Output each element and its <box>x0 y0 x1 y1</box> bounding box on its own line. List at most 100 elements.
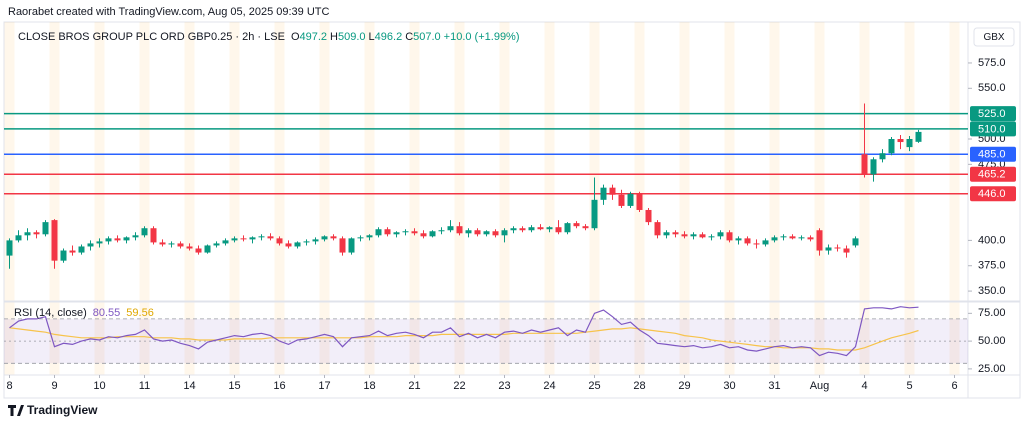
rsi-ma-value: 59.56 <box>126 307 154 319</box>
candle-body <box>258 236 265 238</box>
x-tick-label: 10 <box>93 380 105 392</box>
candle-body <box>501 230 508 236</box>
x-tick-label: 6 <box>951 380 957 392</box>
level-label: 465.2 <box>978 169 1006 181</box>
x-tick-label: 29 <box>678 380 690 392</box>
candle-body <box>843 248 850 253</box>
session-band <box>229 22 240 375</box>
footer-logo <box>8 405 24 416</box>
candle-body <box>186 246 193 249</box>
session-band <box>454 22 465 375</box>
candle-body <box>591 199 598 229</box>
ohlc-value: 497.2 <box>300 31 328 43</box>
candle-body <box>762 240 769 245</box>
session-band <box>814 22 825 375</box>
rsi-tick-label: 75.00 <box>978 307 1006 319</box>
session-band <box>364 22 375 375</box>
session-band <box>724 22 735 375</box>
candle-body <box>735 238 742 241</box>
y-tick-label: 350.0 <box>978 285 1006 297</box>
candle-body <box>627 193 634 206</box>
candle-body <box>393 232 400 235</box>
candle-body <box>546 227 553 230</box>
candle-body <box>69 250 76 253</box>
ohlc-value: +10.0 (+1.99%) <box>444 31 520 43</box>
x-tick-label: 25 <box>588 380 600 392</box>
session-band <box>49 22 60 375</box>
candle-body <box>159 242 166 245</box>
candle-body <box>888 138 895 154</box>
candle-body <box>231 238 238 241</box>
candle-body <box>528 227 535 231</box>
x-tick-label: 28 <box>633 380 645 392</box>
rsi-value: 80.55 <box>93 307 121 319</box>
candle-body <box>123 237 130 241</box>
candle-body <box>24 232 31 236</box>
level-label-box <box>970 106 1016 122</box>
candle-body <box>672 232 679 235</box>
x-tick-label: 14 <box>183 380 195 392</box>
candle-body <box>906 138 913 148</box>
candle-body <box>474 230 481 235</box>
candle-body <box>204 245 211 253</box>
candle-body <box>276 238 283 244</box>
candle-body <box>15 235 22 241</box>
level-label-box <box>970 146 1016 162</box>
candle-body <box>195 248 202 253</box>
candle-body <box>645 209 652 223</box>
session-band <box>949 22 960 375</box>
candle-body <box>717 232 724 237</box>
candle-body <box>816 230 823 251</box>
candle-body <box>132 235 139 238</box>
candle-body <box>303 241 310 243</box>
ohlc-key: L <box>369 31 375 43</box>
candle-body <box>96 241 103 244</box>
candle-body <box>492 231 499 236</box>
candle-body <box>519 228 526 231</box>
candle-body <box>600 187 607 200</box>
y-tick-label: 575.0 <box>978 57 1006 69</box>
x-tick-label: 18 <box>363 380 375 392</box>
candle-body <box>834 247 841 249</box>
candle-body <box>897 138 904 143</box>
candle-body <box>708 236 715 238</box>
candle-body <box>753 243 760 245</box>
candle-body <box>411 231 418 234</box>
candle-body <box>852 238 859 246</box>
session-band <box>904 22 915 375</box>
ohlc-key: C <box>405 31 413 43</box>
credit: Raorabet created with TradingView.com, A… <box>8 6 329 18</box>
candle-body <box>105 238 112 242</box>
candle-body <box>60 250 67 261</box>
candle-body <box>6 240 13 256</box>
candle-body <box>537 227 544 230</box>
candle-body <box>312 239 319 242</box>
rsi-title: RSI (14, close) <box>14 307 87 319</box>
y-tick-label: 550.0 <box>978 82 1006 94</box>
y-tick-label: 375.0 <box>978 260 1006 272</box>
candle-body <box>267 236 274 239</box>
candle-body <box>825 247 832 251</box>
level-label-box <box>970 186 1016 202</box>
x-tick-label: 5 <box>906 380 912 392</box>
candle-body <box>456 226 463 234</box>
x-tick-label: 21 <box>408 380 420 392</box>
level-label: 446.0 <box>978 188 1006 200</box>
candle-body <box>438 230 445 232</box>
candle-body <box>366 235 373 238</box>
x-tick-label: 15 <box>228 380 240 392</box>
candle-body <box>42 222 49 235</box>
candle-body <box>654 222 661 236</box>
candle-body <box>789 236 796 239</box>
candle-body <box>33 232 40 235</box>
candle-body <box>699 234 706 238</box>
candle-body <box>222 240 229 244</box>
candle-body <box>402 231 409 233</box>
frame <box>3 21 1021 399</box>
candle-body <box>429 231 436 237</box>
candle-body <box>555 227 562 233</box>
session-band <box>319 22 330 375</box>
x-tick-label: 4 <box>861 380 867 392</box>
